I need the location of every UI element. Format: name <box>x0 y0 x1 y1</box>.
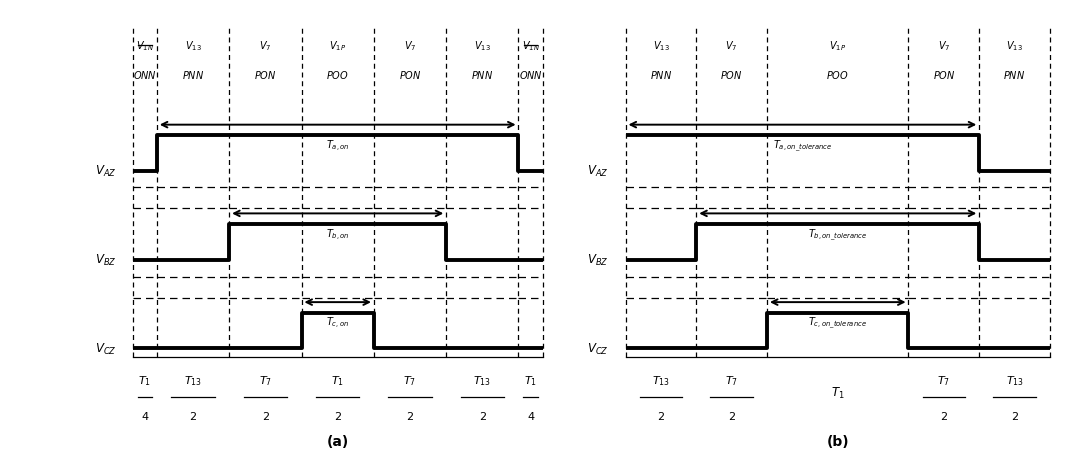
Text: $\mathit{PON}$: $\mathit{PON}$ <box>932 69 955 81</box>
Text: 2: 2 <box>189 411 197 421</box>
Text: $\mathit{PNN}$: $\mathit{PNN}$ <box>181 69 204 81</box>
Text: $V_7$: $V_7$ <box>726 39 738 53</box>
Text: $V_{13}$: $V_{13}$ <box>185 39 202 53</box>
Text: $T_7$: $T_7$ <box>259 373 272 387</box>
Text: $\mathit{ONN}$: $\mathit{ONN}$ <box>518 69 542 81</box>
Text: 2: 2 <box>658 411 664 421</box>
Text: $T_{13}$: $T_{13}$ <box>473 373 491 387</box>
Text: $T_{13}$: $T_{13}$ <box>1005 373 1024 387</box>
Text: $V_{13}$: $V_{13}$ <box>652 39 670 53</box>
Text: 2: 2 <box>941 411 947 421</box>
Text: $V_{1P}$: $V_{1P}$ <box>329 39 347 53</box>
Text: $T_1$: $T_1$ <box>524 373 537 387</box>
Text: $V_7$: $V_7$ <box>404 39 416 53</box>
Text: $\mathit{PON}$: $\mathit{PON}$ <box>399 69 421 81</box>
Text: $\mathit{POO}$: $\mathit{POO}$ <box>826 69 849 81</box>
Text: $T_7$: $T_7$ <box>404 373 417 387</box>
Text: $\mathit{PON}$: $\mathit{PON}$ <box>254 69 276 81</box>
Text: $T_{c,on\_tolerance}$: $T_{c,on\_tolerance}$ <box>808 315 867 331</box>
Text: $\mathit{PNN}$: $\mathit{PNN}$ <box>1003 69 1026 81</box>
Text: $T_{b,on}$: $T_{b,on}$ <box>326 227 350 242</box>
Text: 2: 2 <box>261 411 269 421</box>
Text: $V_7$: $V_7$ <box>937 39 950 53</box>
Text: $T_1$: $T_1$ <box>332 373 345 387</box>
Text: $\mathit{PNN}$: $\mathit{PNN}$ <box>650 69 672 81</box>
Text: $V_{BZ}$: $V_{BZ}$ <box>95 253 117 268</box>
Text: (b): (b) <box>826 434 849 448</box>
Text: $\mathit{PNN}$: $\mathit{PNN}$ <box>471 69 494 81</box>
Text: $T_{c,on}$: $T_{c,on}$ <box>326 315 349 330</box>
Text: $T_{13}$: $T_{13}$ <box>652 373 670 387</box>
Text: $T_1$: $T_1$ <box>831 385 845 400</box>
Text: $V_{CZ}$: $V_{CZ}$ <box>95 341 117 356</box>
Text: $V_{CZ}$: $V_{CZ}$ <box>588 341 609 356</box>
Text: $T_{a,on}$: $T_{a,on}$ <box>326 138 350 153</box>
Text: $\mathit{ONN}$: $\mathit{ONN}$ <box>133 69 157 81</box>
Text: $\mathit{POO}$: $\mathit{POO}$ <box>326 69 349 81</box>
Text: 4: 4 <box>527 411 535 421</box>
Text: (a): (a) <box>326 434 349 448</box>
Text: $T_7$: $T_7$ <box>725 373 739 387</box>
Text: $V_{1N}$: $V_{1N}$ <box>136 39 153 53</box>
Text: $V_{13}$: $V_{13}$ <box>1007 39 1023 53</box>
Text: $T_1$: $T_1$ <box>138 373 151 387</box>
Text: $V_{1N}$: $V_{1N}$ <box>522 39 540 53</box>
Text: 2: 2 <box>406 411 414 421</box>
Text: $T_{a,on\_tolerance}$: $T_{a,on\_tolerance}$ <box>772 138 832 153</box>
Text: $V_{13}$: $V_{13}$ <box>474 39 490 53</box>
Text: $T_{b,on\_tolerance}$: $T_{b,on\_tolerance}$ <box>808 227 867 242</box>
Text: 2: 2 <box>728 411 735 421</box>
Text: $\mathit{PON}$: $\mathit{PON}$ <box>720 69 743 81</box>
Text: $T_7$: $T_7$ <box>937 373 950 387</box>
Text: 2: 2 <box>478 411 486 421</box>
Text: $V_7$: $V_7$ <box>259 39 271 53</box>
Text: 2: 2 <box>334 411 341 421</box>
Text: $V_{1P}$: $V_{1P}$ <box>829 39 847 53</box>
Text: $V_{AZ}$: $V_{AZ}$ <box>95 164 117 179</box>
Text: 4: 4 <box>141 411 148 421</box>
Text: $T_{13}$: $T_{13}$ <box>184 373 202 387</box>
Text: $V_{AZ}$: $V_{AZ}$ <box>588 164 609 179</box>
Text: 2: 2 <box>1011 411 1018 421</box>
Text: $V_{BZ}$: $V_{BZ}$ <box>588 253 609 268</box>
